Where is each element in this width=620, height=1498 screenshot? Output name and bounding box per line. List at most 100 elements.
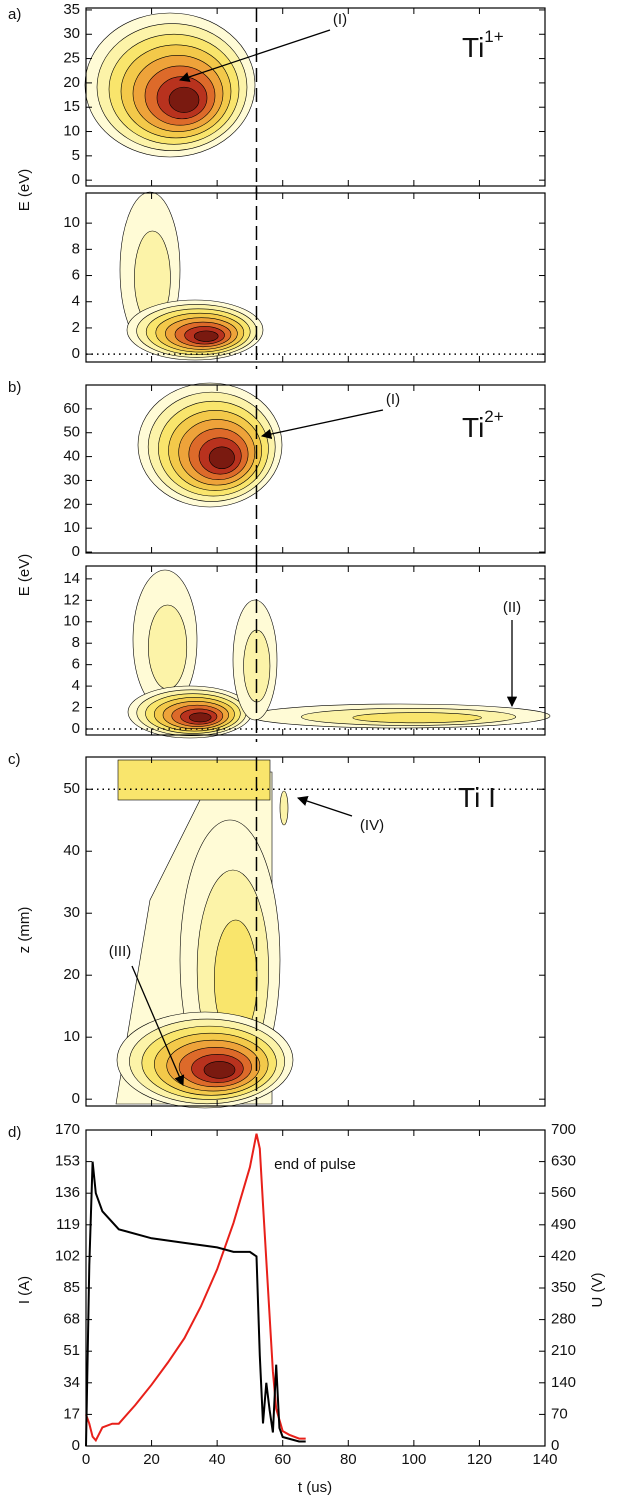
y-tick-label: 5 (72, 147, 80, 164)
annotation-arrow (260, 409, 384, 440)
y-tick-label: 50 (63, 424, 80, 441)
y-tick-label: 6 (72, 656, 80, 673)
y2-tick-label: 140 (551, 1374, 576, 1391)
y2-tick-label: 560 (551, 1184, 576, 1201)
contour-level (352, 712, 482, 724)
plot-frame (85, 756, 546, 1107)
contour-level (193, 330, 219, 342)
y-tick-label: 68 (63, 1311, 80, 1328)
y2-tick-label: 490 (551, 1216, 576, 1233)
plot-frame (85, 384, 546, 554)
y2-tick-label: 700 (551, 1121, 576, 1138)
x-tick-label: 0 (82, 1451, 90, 1468)
plot-frame (85, 7, 546, 187)
x-tick-label: 120 (467, 1451, 492, 1468)
plot-frame (85, 565, 546, 736)
y-axis-label: E (eV) (16, 554, 33, 597)
annotation: end of pulse (274, 1156, 356, 1173)
annotation-arrow (297, 796, 353, 817)
y-axis-label: E (eV) (16, 169, 33, 212)
y-tick-label: 136 (55, 1184, 80, 1201)
y2-tick-label: 630 (551, 1153, 576, 1170)
x-axis-label: t (us) (298, 1479, 332, 1496)
x-tick-label: 80 (340, 1451, 357, 1468)
series-line (85, 1133, 306, 1443)
y2-tick-label: 350 (551, 1279, 576, 1296)
species-name: Ti (462, 32, 484, 63)
annotation: (IV) (360, 817, 384, 834)
y2-tick-label: 420 (551, 1247, 576, 1264)
y-tick-label: 12 (63, 591, 80, 608)
y-tick-label: 0 (72, 345, 80, 362)
species-label: Ti1+ (462, 27, 504, 63)
contour-level (208, 446, 235, 470)
y-tick-label: 34 (63, 1374, 80, 1391)
annotation-arrow (179, 29, 331, 82)
y-tick-label: 85 (63, 1279, 80, 1296)
y-tick-label: 0 (72, 543, 80, 560)
contour-level (188, 712, 212, 723)
species-label: Ti I (458, 782, 496, 813)
contour-level (148, 604, 188, 690)
contour-region (117, 759, 271, 801)
y-tick-label: 51 (63, 1342, 80, 1359)
y-tick-label: 102 (55, 1247, 80, 1264)
x-tick-label: 140 (532, 1451, 557, 1468)
x-tick-label: 40 (209, 1451, 226, 1468)
y-axis-label: z (mm) (16, 907, 33, 954)
y2-tick-label: 0 (551, 1437, 559, 1454)
y-tick-label: 153 (55, 1153, 80, 1170)
contour-region (279, 790, 289, 826)
y2-axis-label: U (V) (589, 1273, 606, 1308)
y-tick-label: 10 (63, 519, 80, 536)
y-tick-label: 30 (63, 25, 80, 42)
contour-level (168, 86, 200, 113)
y2-tick-label: 280 (551, 1311, 576, 1328)
y-tick-label: 60 (63, 400, 80, 417)
y-tick-label: 25 (63, 50, 80, 67)
annotation: (II) (503, 599, 521, 616)
y-tick-label: 0 (72, 1437, 80, 1454)
y-tick-label: 35 (63, 1, 80, 18)
species-charge: 1+ (484, 27, 503, 46)
y-tick-label: 40 (63, 448, 80, 465)
y-tick-label: 14 (63, 570, 80, 587)
x-tick-label: 20 (143, 1451, 160, 1468)
y-tick-label: 10 (63, 214, 80, 231)
y-tick-label: 20 (63, 74, 80, 91)
y2-tick-label: 210 (551, 1342, 576, 1359)
y-tick-label: 170 (55, 1121, 80, 1138)
contour-level (203, 1061, 236, 1079)
species-label: Ti2+ (462, 407, 504, 443)
y-tick-label: 4 (72, 677, 80, 694)
x-tick-label: 60 (274, 1451, 291, 1468)
y-tick-label: 4 (72, 293, 80, 310)
y-tick-label: 10 (63, 122, 80, 139)
contour-fields (84, 12, 551, 1109)
y-tick-label: 20 (63, 966, 80, 983)
series-line (85, 1161, 306, 1447)
y-tick-label: 0 (72, 1090, 80, 1107)
y-tick-label: 30 (63, 904, 80, 921)
y-tick-label: 8 (72, 634, 80, 651)
panel-label: a) (8, 6, 21, 23)
y-tick-label: 2 (72, 699, 80, 716)
y-tick-label: 30 (63, 471, 80, 488)
panel-label: b) (8, 379, 21, 396)
species-name: Ti I (458, 782, 496, 813)
y-tick-label: 0 (72, 171, 80, 188)
y-tick-label: 6 (72, 267, 80, 284)
annotation: (I) (386, 391, 400, 408)
y-tick-label: 2 (72, 319, 80, 336)
annotation: (I) (333, 11, 347, 28)
x-tick-label: 100 (401, 1451, 426, 1468)
y-tick-label: 40 (63, 842, 80, 859)
y-tick-label: 119 (56, 1216, 80, 1233)
y-tick-label: 20 (63, 495, 80, 512)
plot-frame (85, 192, 546, 363)
y-tick-label: 10 (63, 613, 80, 630)
y-tick-label: 15 (63, 98, 80, 115)
